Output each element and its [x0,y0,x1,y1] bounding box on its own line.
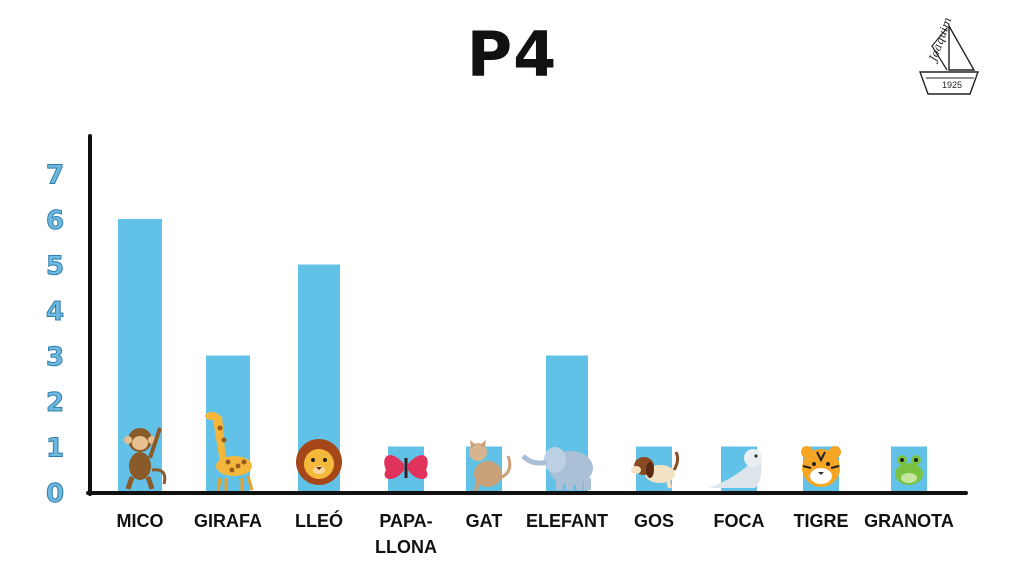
category-label: PAPA-LLONA [375,511,437,557]
frog-icon [895,455,923,485]
dog-icon [631,451,680,489]
y-tick-label: 1 [46,434,64,464]
y-tick-label: 7 [46,161,64,191]
y-tick-label: 0 [46,479,64,509]
category-label: GRANOTA [864,511,954,531]
y-tick-label: 3 [46,343,64,373]
chart-title: P4 [466,18,558,91]
category-label: LLEÓ [295,510,343,531]
butterfly-icon [384,455,428,480]
y-tick-label: 6 [46,206,64,236]
category-label: GIRAFA [194,511,262,531]
lion-icon [296,439,342,485]
tiger-icon [801,446,841,487]
category-label: TIGRE [793,511,848,531]
cat-icon [469,440,512,492]
category-label: GOS [634,511,674,531]
monkey-icon [124,427,167,490]
y-tick-label: 2 [46,388,64,418]
y-tick-label: 4 [46,297,64,327]
y-tick-label: 5 [46,252,64,282]
seal-icon [709,449,762,488]
school-logo-icon: Joaquim Ruyra [919,18,979,95]
logo-year: 1925 [941,80,963,90]
category-label: FOCA [714,511,765,531]
giraffe-icon [205,412,254,493]
category-label: ELEFANT [526,511,608,531]
category-label: GAT [466,511,503,531]
elephant-icon [521,447,593,490]
logo-signature: Joaquim Ruyra [926,18,967,65]
category-label: MICO [117,511,164,531]
